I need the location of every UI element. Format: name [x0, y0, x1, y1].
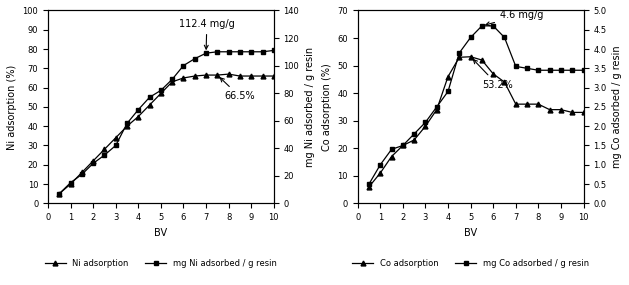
Co adsorption — [421, 125, 429, 128]
Co adsorption — [410, 138, 418, 142]
mg Co adsorbed / g resin — [523, 67, 531, 70]
mg Co adsorbed / g resin — [399, 144, 406, 147]
X-axis label: BV: BV — [154, 228, 167, 238]
Legend: Ni adsorption, mg Ni adsorbed / g resin: Ni adsorption, mg Ni adsorbed / g resin — [42, 256, 280, 271]
Co adsorption — [501, 80, 508, 84]
Co adsorption — [444, 75, 452, 78]
Ni adsorption — [55, 192, 63, 196]
mg Ni adsorbed / g resin — [247, 50, 255, 54]
mg Co adsorbed / g resin — [478, 24, 486, 28]
Ni adsorption — [169, 80, 176, 84]
Co adsorption — [365, 185, 373, 189]
mg Co adsorbed / g resin — [388, 148, 396, 151]
Co adsorption — [569, 111, 576, 114]
Text: 4.6 mg/g: 4.6 mg/g — [486, 10, 543, 26]
Ni adsorption — [236, 74, 243, 78]
Co adsorption — [399, 144, 406, 147]
mg Co adsorbed / g resin — [546, 68, 554, 72]
Co adsorption — [467, 55, 474, 58]
mg Co adsorbed / g resin — [365, 182, 373, 186]
Ni adsorption — [67, 182, 74, 186]
Ni adsorption — [112, 136, 120, 139]
mg Ni adsorbed / g resin — [78, 173, 86, 176]
mg Co adsorbed / g resin — [444, 90, 452, 93]
mg Ni adsorbed / g resin — [259, 50, 266, 54]
mg Ni adsorbed / g resin — [55, 192, 63, 196]
Co adsorption — [512, 102, 520, 106]
Co adsorption — [580, 111, 587, 114]
Ni adsorption — [101, 148, 108, 151]
Ni adsorption — [123, 125, 131, 128]
Ni adsorption — [247, 74, 255, 78]
mg Ni adsorbed / g resin — [123, 122, 131, 125]
Ni adsorption — [135, 115, 142, 118]
mg Ni adsorbed / g resin — [67, 181, 74, 184]
Co adsorption — [455, 56, 463, 59]
mg Ni adsorbed / g resin — [203, 52, 210, 55]
Co adsorption — [388, 155, 396, 158]
Co adsorption — [557, 108, 565, 111]
Y-axis label: Co adsorption (%): Co adsorption (%) — [322, 63, 331, 151]
Co adsorption — [523, 102, 531, 106]
mg Co adsorbed / g resin — [421, 121, 429, 124]
Line: mg Ni adsorbed / g resin: mg Ni adsorbed / g resin — [57, 48, 276, 196]
mg Co adsorbed / g resin — [512, 65, 520, 68]
mg Ni adsorbed / g resin — [270, 49, 277, 52]
mg Co adsorbed / g resin — [410, 132, 418, 136]
mg Co adsorbed / g resin — [455, 51, 463, 55]
mg Ni adsorbed / g resin — [236, 50, 243, 54]
mg Ni adsorbed / g resin — [157, 89, 165, 92]
mg Co adsorbed / g resin — [557, 68, 565, 72]
Legend: Co adsorption, mg Co adsorbed / g resin: Co adsorption, mg Co adsorbed / g resin — [349, 256, 592, 271]
mg Ni adsorbed / g resin — [112, 144, 120, 147]
mg Ni adsorbed / g resin — [225, 50, 233, 54]
Ni adsorption — [225, 72, 233, 76]
Co adsorption — [433, 108, 440, 111]
mg Ni adsorbed / g resin — [214, 50, 221, 54]
mg Ni adsorbed / g resin — [146, 95, 153, 99]
Co adsorption — [489, 72, 497, 76]
Co adsorption — [377, 171, 384, 175]
Ni adsorption — [146, 103, 153, 107]
Ni adsorption — [180, 76, 187, 80]
Ni adsorption — [89, 159, 97, 163]
X-axis label: BV: BV — [464, 228, 477, 238]
mg Co adsorbed / g resin — [501, 36, 508, 39]
Ni adsorption — [259, 74, 266, 78]
mg Co adsorbed / g resin — [467, 36, 474, 39]
Y-axis label: mg Ni adsorbed / g resin: mg Ni adsorbed / g resin — [305, 47, 315, 167]
mg Ni adsorbed / g resin — [180, 64, 187, 67]
mg Ni adsorbed / g resin — [89, 162, 97, 165]
Co adsorption — [535, 102, 542, 106]
Text: 53.2%: 53.2% — [474, 60, 513, 89]
mg Co adsorbed / g resin — [377, 163, 384, 166]
mg Ni adsorbed / g resin — [191, 57, 199, 60]
mg Ni adsorbed / g resin — [135, 108, 142, 111]
Y-axis label: mg Co adsorbed / g resin: mg Co adsorbed / g resin — [612, 46, 622, 168]
Y-axis label: Ni adsorption (%): Ni adsorption (%) — [7, 64, 17, 150]
Ni adsorption — [214, 73, 221, 77]
Line: Ni adsorption: Ni adsorption — [57, 72, 276, 196]
mg Co adsorbed / g resin — [569, 68, 576, 72]
Co adsorption — [478, 58, 486, 62]
Ni adsorption — [203, 73, 210, 77]
Ni adsorption — [157, 92, 165, 95]
Ni adsorption — [270, 74, 277, 78]
mg Co adsorbed / g resin — [489, 24, 497, 28]
Text: 112.4 mg/g: 112.4 mg/g — [179, 19, 235, 49]
mg Ni adsorbed / g resin — [169, 78, 176, 81]
Co adsorption — [546, 108, 554, 111]
Text: 66.5%: 66.5% — [220, 78, 255, 101]
mg Co adsorbed / g resin — [535, 68, 542, 72]
mg Co adsorbed / g resin — [580, 68, 587, 72]
Ni adsorption — [191, 74, 199, 78]
Ni adsorption — [78, 171, 86, 174]
mg Ni adsorbed / g resin — [101, 153, 108, 157]
mg Co adsorbed / g resin — [433, 105, 440, 109]
Line: mg Co adsorbed / g resin: mg Co adsorbed / g resin — [367, 23, 586, 186]
Line: Co adsorption: Co adsorption — [367, 54, 586, 189]
